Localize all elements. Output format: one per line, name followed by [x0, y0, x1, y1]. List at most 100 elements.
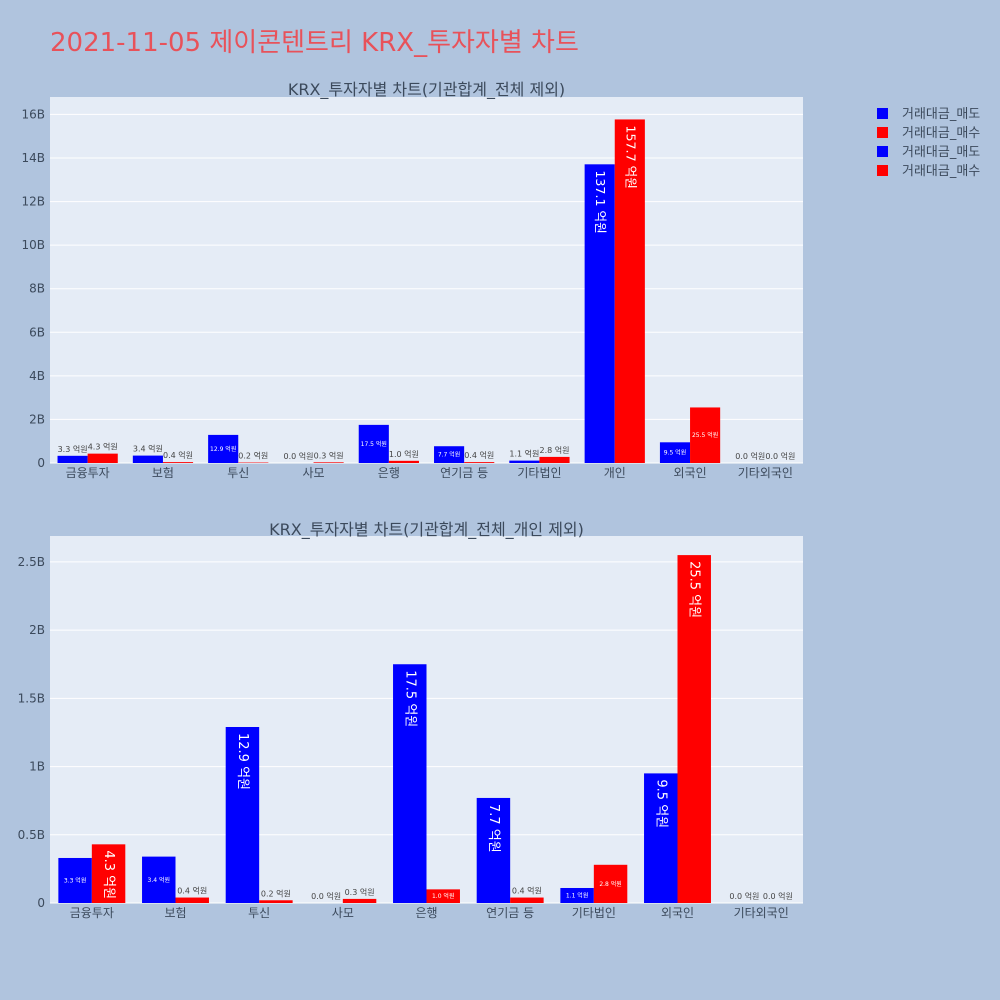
bar[interactable]: [510, 897, 544, 903]
legend-swatch[interactable]: [877, 127, 888, 138]
bar-label: 9.5 억원: [664, 449, 687, 457]
x-tick-label: 투신: [248, 906, 270, 920]
bar-label: 9.5 억원: [653, 779, 668, 828]
bar[interactable]: [677, 555, 711, 903]
x-tick-label: 금융투자: [70, 906, 114, 920]
bar[interactable]: [509, 460, 540, 463]
x-tick-label: 기타법인: [572, 906, 616, 920]
x-tick-label: 은행: [378, 465, 400, 480]
bar[interactable]: [259, 900, 293, 903]
bar-label: 17.5 억원: [402, 670, 417, 727]
y-tick-label: 0.5B: [18, 828, 45, 842]
chart-top: 0 2B 4B 6B 8B 10B 12B 14B 16B KRX_투자자별 차트(기관합계_전체…: [21, 80, 803, 480]
bar-label: 1.1 억원: [566, 891, 589, 899]
bar-label: 137.1 억원: [593, 170, 608, 233]
y-tick-label: 2B: [29, 623, 45, 637]
y-tick-label: 16B: [21, 107, 45, 121]
bar[interactable]: [659, 442, 691, 463]
bar-label: 7.7 억원: [438, 451, 461, 459]
bar[interactable]: [476, 797, 511, 903]
y-tick-label: 0: [37, 456, 45, 470]
legend-label[interactable]: 거래대금_매도: [902, 145, 980, 160]
bar[interactable]: [614, 119, 645, 464]
bar[interactable]: [426, 889, 460, 903]
bar[interactable]: [132, 455, 163, 463]
y-tick-label: 1.5B: [18, 691, 45, 705]
chart-title: KRX_투자자별 차트(기관합계_전체 제외): [288, 80, 565, 100]
legend-label[interactable]: 거래대금_매수: [902, 164, 980, 179]
bar-label: 7.7 억원: [486, 804, 501, 853]
bar[interactable]: [584, 164, 615, 463]
bar-label: 0.0 억원: [735, 451, 765, 461]
bar[interactable]: [358, 424, 389, 463]
chart-title: KRX_투자자별 차트(기관합계_전체_개인 제외): [269, 520, 584, 540]
bar-label: 0.0 억원: [763, 891, 793, 901]
y-tick-label: 1B: [29, 760, 45, 774]
y-tick-label: 4B: [29, 369, 45, 383]
bar[interactable]: [342, 898, 377, 903]
legend-swatch[interactable]: [877, 146, 888, 157]
x-tick-label: 투신: [227, 466, 249, 480]
bar[interactable]: [87, 453, 118, 463]
y-tick-label: 14B: [21, 151, 45, 165]
bar-label: 4.3 억원: [101, 850, 116, 899]
bar[interactable]: [57, 455, 88, 463]
bar-label: 3.3 억원: [64, 876, 87, 884]
bar-label: 17.5 억원: [361, 440, 387, 448]
x-tick-label: 사모: [303, 466, 325, 480]
bar[interactable]: [388, 460, 419, 463]
y-tick-label: 12B: [21, 195, 45, 209]
bar[interactable]: [225, 727, 260, 903]
bar-label: 25.5 억원: [687, 561, 702, 618]
bar[interactable]: [142, 856, 176, 903]
legend-label[interactable]: 거래대금_매도: [902, 107, 980, 122]
bar[interactable]: [560, 887, 594, 903]
y-tick-label: 10B: [21, 238, 45, 252]
bar-label: 12.9 억원: [210, 445, 236, 453]
bar[interactable]: [464, 462, 495, 463]
bar[interactable]: [175, 897, 209, 903]
bar-label: 157.7 억원: [623, 125, 638, 188]
bar[interactable]: [208, 434, 239, 463]
bar-label: 1.0 억원: [389, 449, 419, 459]
bar[interactable]: [58, 857, 92, 903]
bar[interactable]: [91, 844, 126, 903]
bar[interactable]: [434, 446, 465, 463]
chart-bottom: 0 0.5B 1B 1.5B 2B 2.5B KRX_투자자별 차트(기관합계_전체_개인 …: [18, 520, 803, 920]
legend-swatch[interactable]: [877, 108, 888, 119]
x-tick-label: 외국인: [673, 466, 706, 480]
y-tick-label: 0: [37, 896, 45, 910]
bar-label: 3.3 억원: [58, 444, 88, 454]
legend-label[interactable]: 거래대금_매수: [902, 126, 980, 141]
bar-label: 0.0 억원: [311, 891, 341, 901]
x-tick-label: 사모: [332, 906, 354, 920]
bar[interactable]: [539, 456, 570, 463]
bar-label: 0.4 억원: [163, 450, 193, 460]
x-tick-label: 기타외국인: [734, 906, 789, 920]
bar-label: 4.3 억원: [88, 442, 118, 452]
bar-label: 3.4 억원: [133, 444, 163, 454]
bar[interactable]: [162, 462, 194, 463]
x-tick-label: 은행: [415, 905, 437, 920]
x-tick-label: 연기금 등: [486, 906, 534, 920]
bar-label: 1.1 억원: [509, 449, 539, 459]
bar[interactable]: [393, 664, 427, 903]
bar[interactable]: [593, 864, 628, 903]
bar-label: 0.2 억원: [238, 451, 268, 461]
bar-label: 0.0 억원: [283, 451, 313, 461]
y-tick-label: 2B: [29, 412, 45, 426]
y-tick-label: 6B: [29, 325, 45, 339]
bar-label: 2.8 억원: [540, 445, 570, 455]
legend-swatch[interactable]: [877, 165, 888, 176]
bar[interactable]: [644, 773, 678, 903]
bar-label: 0.4 억원: [512, 886, 542, 896]
bar[interactable]: [690, 407, 721, 463]
bar-label: 0.3 억원: [345, 887, 375, 897]
x-tick-label: 금융투자: [66, 466, 110, 480]
x-tick-label: 보험: [164, 906, 186, 920]
bar[interactable]: [313, 462, 344, 463]
x-tick-label: 연기금 등: [440, 466, 488, 480]
y-tick-label: 2.5B: [18, 555, 45, 569]
x-tick-label: 기타외국인: [738, 466, 793, 480]
